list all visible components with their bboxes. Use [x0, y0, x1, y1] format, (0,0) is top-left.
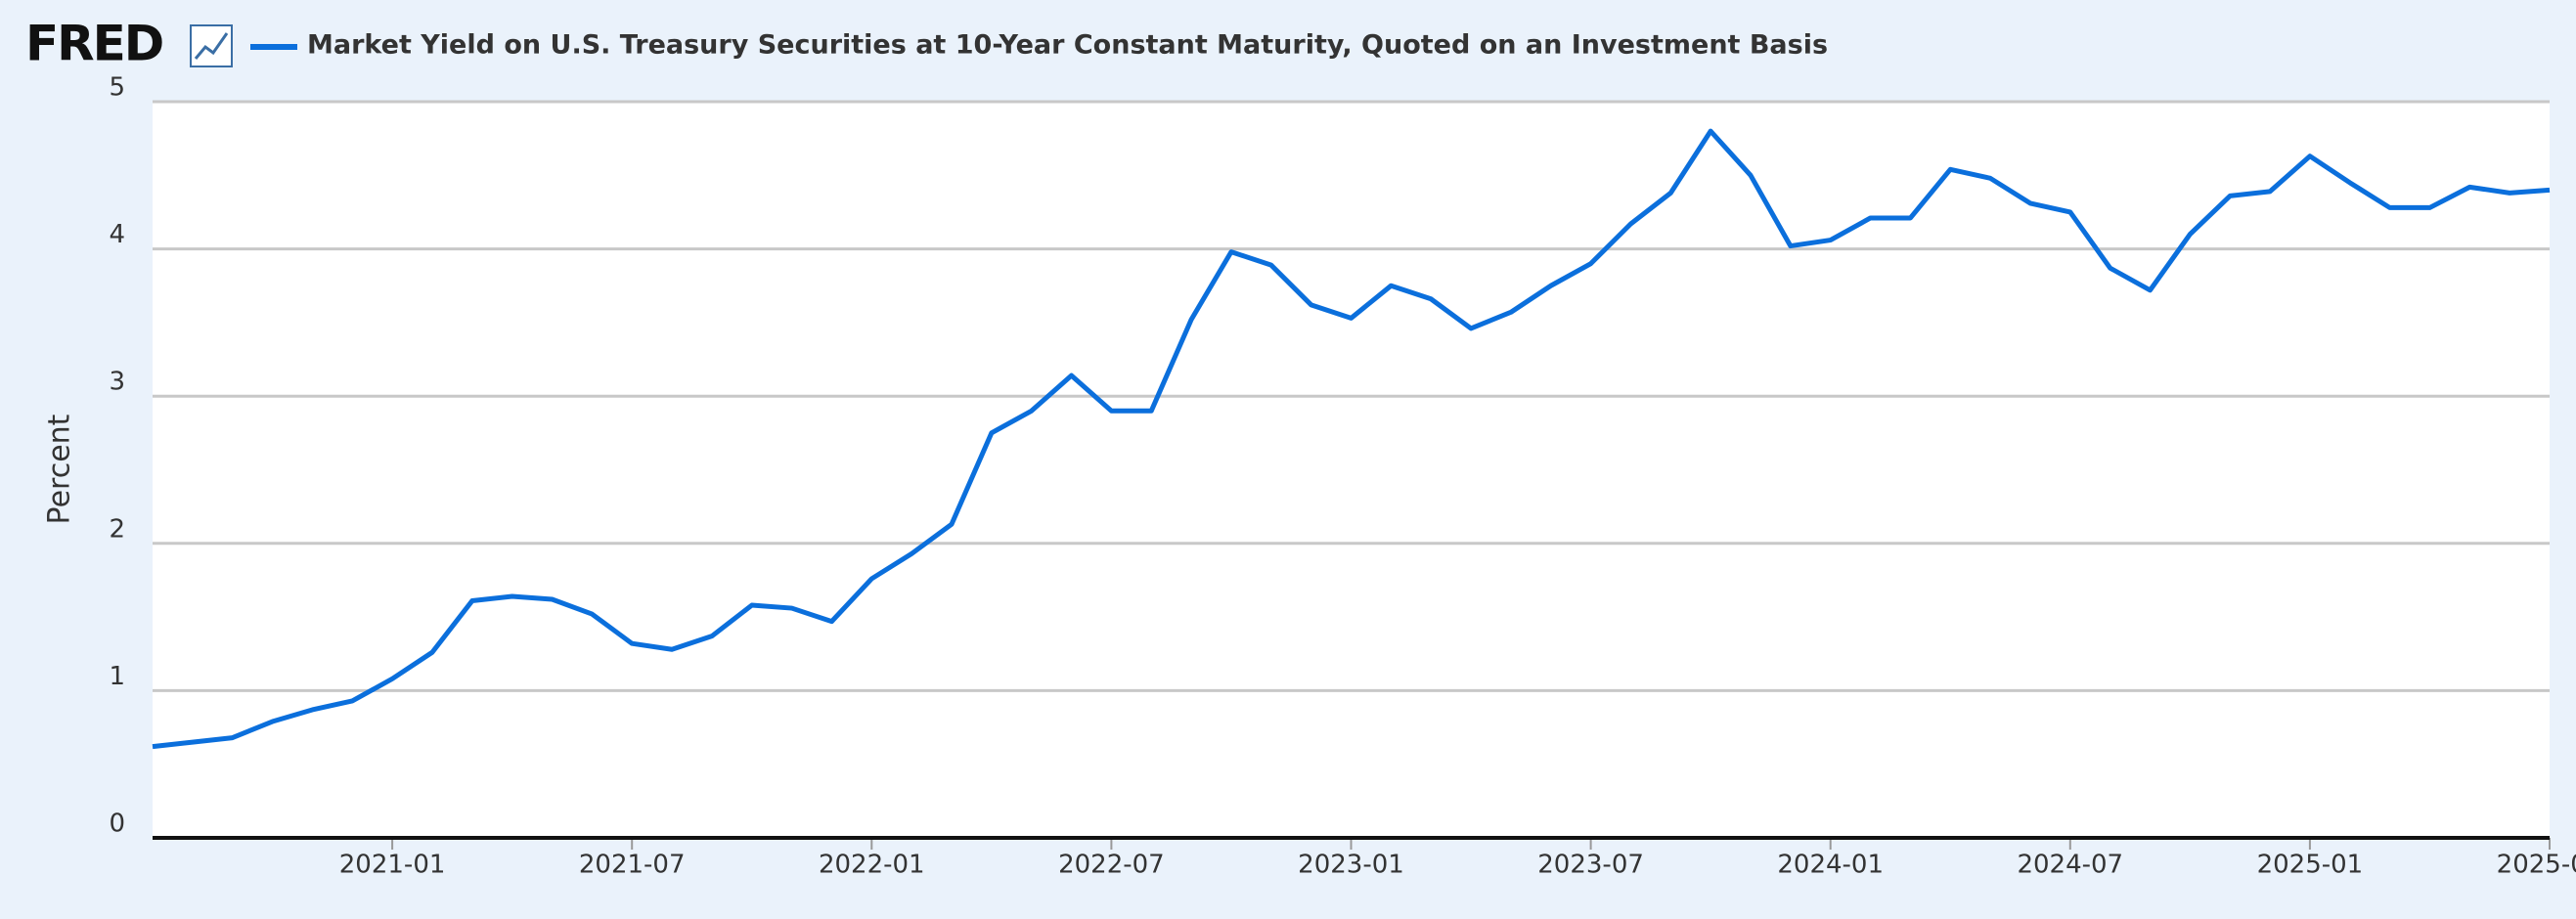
- x-tick-label: 2023-07: [1537, 851, 1644, 880]
- x-tick-label: 2021-01: [339, 851, 446, 880]
- x-tick-label: 2021-07: [579, 851, 686, 880]
- plot-area: [153, 102, 2550, 838]
- x-tick-label: 2025-01: [2257, 851, 2364, 880]
- x-tick-label: 2022-07: [1058, 851, 1165, 880]
- x-tick-label: 2025-07: [2497, 851, 2576, 880]
- y-tick-label: 3: [109, 368, 125, 397]
- y-tick-label: 2: [109, 514, 125, 544]
- legend-label: Market Yield on U.S. Treasury Securities…: [307, 30, 1828, 61]
- series-line: [152, 128, 2551, 750]
- x-tick-label: 2022-01: [819, 851, 925, 880]
- y-tick-label: 0: [109, 810, 125, 839]
- logo-icon: [190, 24, 233, 67]
- y-axis-title: Percent: [43, 414, 77, 524]
- y-tick-label: 4: [109, 220, 125, 249]
- x-tick-label: 2023-01: [1298, 851, 1404, 880]
- x-tick-label: 2024-01: [1777, 851, 1884, 880]
- y-tick-label: 5: [109, 73, 125, 103]
- logo: FRED: [25, 16, 162, 72]
- x-tick-label: 2024-07: [2017, 851, 2123, 880]
- y-tick-label: 1: [109, 662, 125, 691]
